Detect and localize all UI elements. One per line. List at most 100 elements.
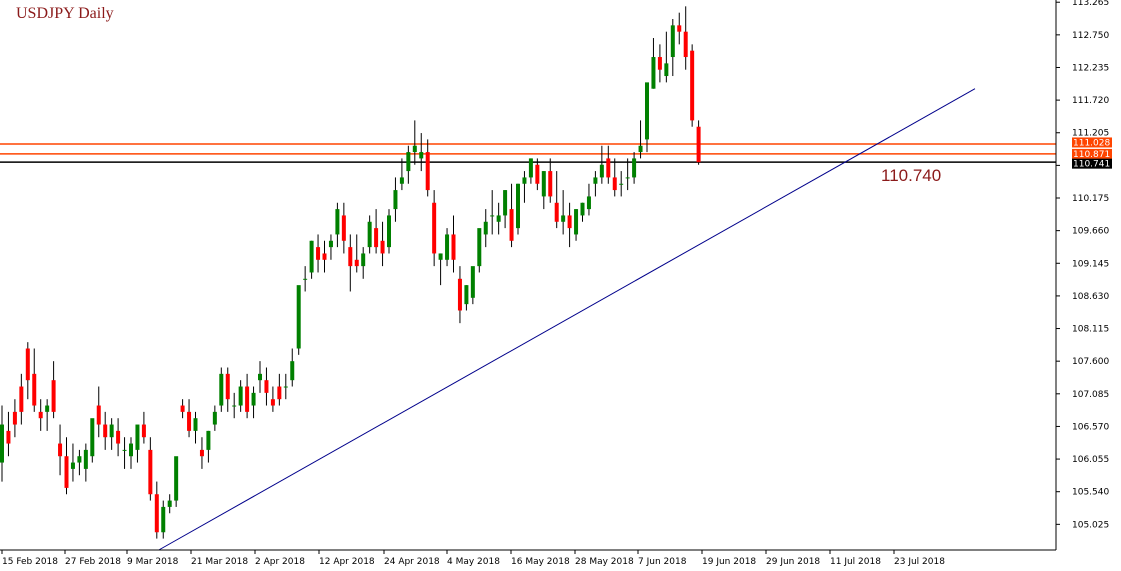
- candle-body: [6, 430, 11, 444]
- candle-body: [309, 240, 314, 273]
- price-tick-label: 107.085: [1072, 390, 1109, 400]
- level-tag-label: 110.741: [1073, 160, 1110, 170]
- candle-body: [677, 25, 682, 32]
- candle-body: [419, 152, 424, 159]
- candle-body: [290, 361, 295, 381]
- candle-body: [457, 278, 462, 311]
- candle-body: [122, 449, 127, 451]
- date-tick-label: 19 Jun 2018: [702, 557, 756, 567]
- candle-body: [535, 164, 540, 184]
- candle-body: [135, 424, 140, 450]
- candle-body: [406, 152, 411, 172]
- price-tick-label: 109.660: [1072, 227, 1109, 237]
- price-tick-label: 113.265: [1072, 0, 1109, 8]
- candle-body: [38, 411, 43, 419]
- date-tick-label: 15 Feb 2018: [2, 557, 58, 567]
- candle-body: [690, 50, 695, 121]
- candle-body: [83, 449, 88, 469]
- candle-body: [129, 443, 133, 457]
- candle-body: [354, 259, 359, 267]
- candle-body: [509, 209, 514, 241]
- candle-body: [206, 430, 211, 450]
- date-tick-label: 11 Jul 2018: [830, 557, 881, 567]
- date-tick-label: 23 Jul 2018: [894, 557, 945, 567]
- date-tick-label: 2 Apr 2018: [255, 557, 305, 567]
- candle-body: [619, 183, 624, 185]
- candle-body: [348, 247, 353, 267]
- price-tick-label: 109.145: [1072, 259, 1109, 269]
- level-tag-bg: [1072, 148, 1112, 159]
- candle-body: [25, 348, 30, 381]
- candle-body: [657, 57, 662, 70]
- candle-body: [161, 506, 166, 533]
- candle-body: [574, 209, 579, 235]
- date-tick-label: 27 Feb 2018: [65, 557, 121, 567]
- candle-body: [199, 449, 204, 457]
- candle-body: [174, 456, 179, 501]
- candle-body: [193, 418, 198, 431]
- candle-body: [328, 240, 333, 248]
- candle-body: [212, 411, 217, 425]
- date-tick-label: 29 Jun 2018: [766, 557, 820, 567]
- candle-body: [432, 202, 437, 254]
- candle-body: [490, 215, 495, 217]
- candle-body: [251, 392, 256, 406]
- price-annotation: 110.740: [881, 166, 942, 185]
- candle-body: [45, 405, 50, 412]
- candle-body: [380, 240, 385, 254]
- candle-body: [219, 373, 224, 406]
- candle-body: [438, 253, 443, 260]
- candle-body: [335, 209, 340, 235]
- candle-body: [625, 177, 630, 179]
- candle-body: [606, 158, 611, 178]
- date-tick-label: 28 May 2018: [575, 557, 634, 567]
- price-tick-label: 112.235: [1072, 63, 1109, 73]
- candle-body: [541, 171, 546, 197]
- candle-body: [664, 63, 669, 77]
- level-tag-bg: [1072, 137, 1112, 148]
- candle-body: [245, 386, 250, 412]
- candle-body: [361, 253, 366, 267]
- candle-body: [425, 152, 430, 191]
- candle-body: [19, 386, 24, 412]
- candle-body: [580, 202, 585, 216]
- level-tag-label: 111.028: [1073, 138, 1110, 148]
- candle-body: [77, 456, 82, 463]
- candle-body: [670, 25, 675, 58]
- candle-body: [316, 247, 321, 260]
- candle-body: [225, 373, 230, 400]
- price-tick-label: 105.025: [1072, 520, 1109, 530]
- candle-body: [90, 418, 95, 457]
- price-tick-label: 106.055: [1072, 455, 1109, 465]
- candle-body: [586, 196, 591, 210]
- price-tick-label: 108.630: [1072, 292, 1109, 302]
- candle-body: [496, 215, 501, 222]
- horizontal-levels: [0, 143, 1056, 163]
- candle-body: [141, 424, 146, 438]
- candle-body: [341, 215, 346, 241]
- candle-body: [96, 405, 101, 425]
- candle-body: [277, 386, 282, 400]
- candle-body: [154, 494, 159, 533]
- candle-body: [148, 449, 153, 495]
- level-tag-bg: [1072, 158, 1112, 169]
- level-tag-label: 110.871: [1073, 150, 1110, 160]
- candle-body: [374, 228, 379, 248]
- candle-body: [599, 164, 604, 178]
- date-tick-label: 16 May 2018: [511, 557, 570, 567]
- price-tick-label: 111.720: [1072, 96, 1109, 106]
- price-tick-label: 108.115: [1072, 325, 1109, 335]
- candle-body: [258, 373, 262, 381]
- candle-body: [58, 443, 63, 457]
- candle-body: [516, 183, 520, 229]
- candle-body: [167, 500, 172, 507]
- candle-body: [283, 386, 288, 388]
- candle-body: [593, 177, 598, 184]
- candle-body: [561, 215, 566, 222]
- candle-body: [483, 221, 488, 235]
- candle-body: [412, 145, 417, 153]
- chart-title: USDJPY Daily: [16, 5, 114, 22]
- candle-body: [303, 278, 308, 280]
